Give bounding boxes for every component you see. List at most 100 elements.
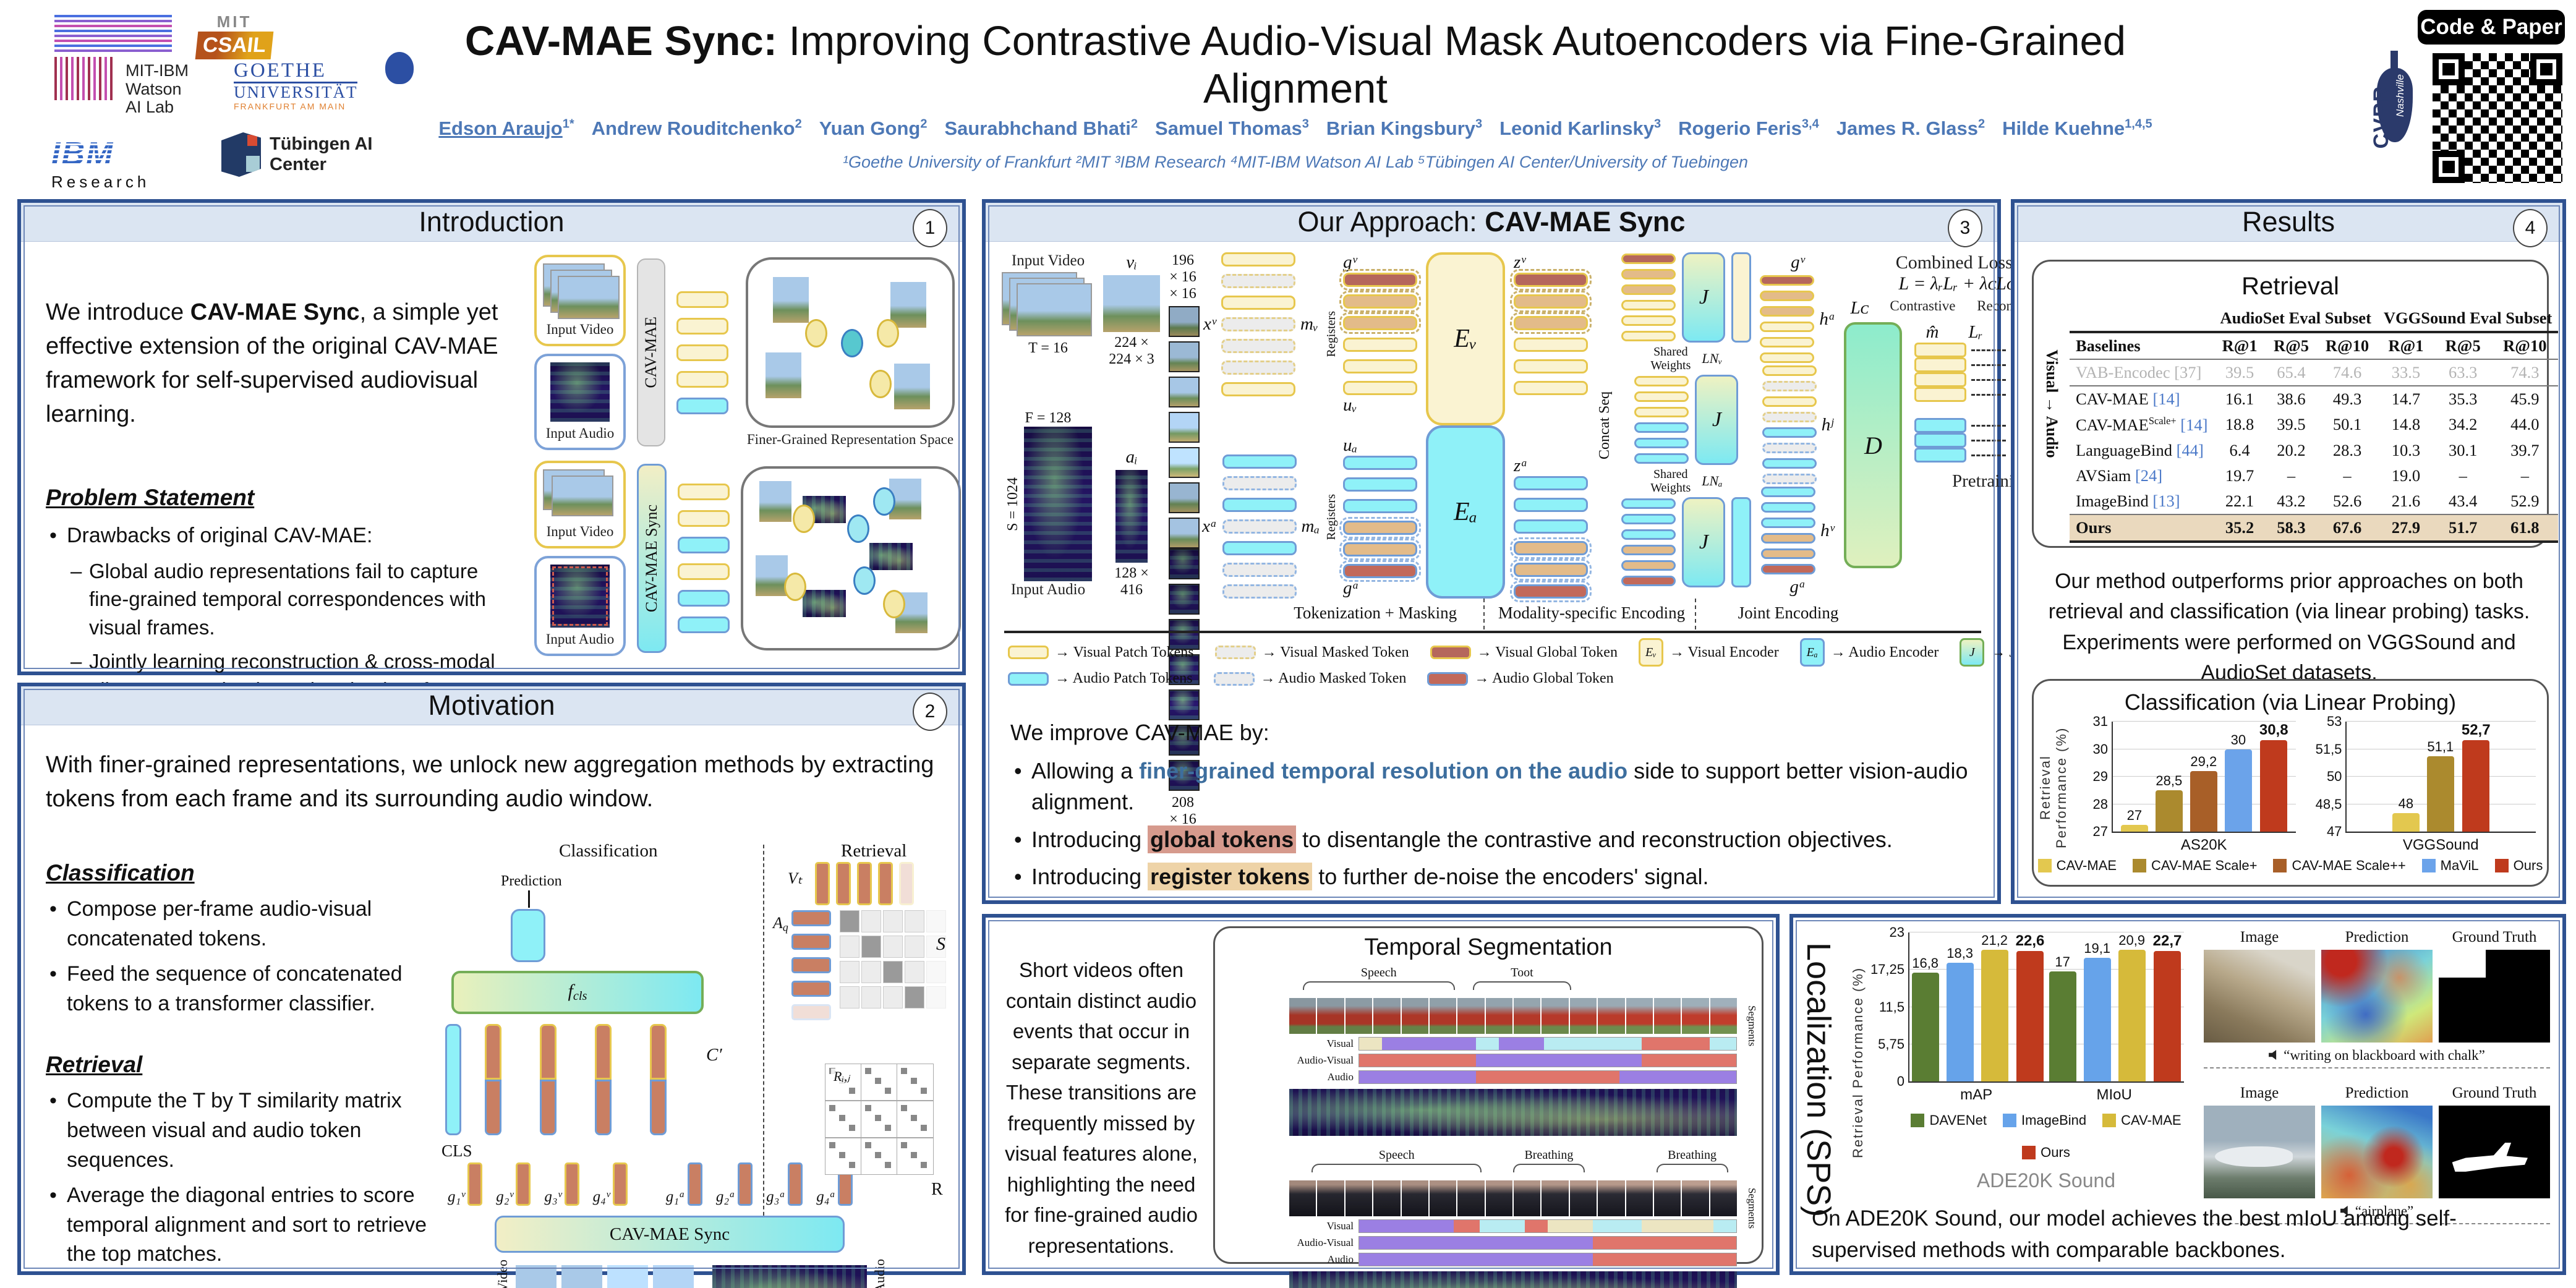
table-cell: 19.0: [2391, 466, 2421, 485]
table-cell: 44.0: [2510, 415, 2540, 434]
legend-swatch: [2133, 859, 2147, 872]
author: Rogerio Feris3,4: [1678, 117, 1819, 140]
token-am: [1222, 519, 1297, 534]
frame-vi: [1103, 275, 1160, 332]
combined-loss-label: Combined Loss:: [1895, 252, 2018, 273]
cls-label: CLS: [441, 1141, 472, 1160]
panel-header: Introduction 1: [21, 203, 962, 247]
r-cell: [897, 1138, 934, 1175]
patch: [1169, 518, 1200, 548]
cvpr-nashville-logo: Nashville CVPR: [2366, 51, 2425, 186]
panel-title: Introduction: [419, 206, 565, 237]
joint-layer-box: J: [1682, 497, 1726, 587]
table-cell: 58.3: [2265, 513, 2318, 543]
y-tick: 50: [2326, 769, 2342, 784]
patch: [1169, 306, 1200, 337]
segment-row: Audio-Visual: [1289, 1054, 1737, 1067]
metric-header: R@5: [2445, 336, 2481, 355]
g-token: g₂ᵃ: [716, 1162, 753, 1206]
improve-bullet-2: Introducing global tokens to disentangle…: [1010, 824, 1975, 856]
patch: [1169, 548, 1200, 579]
metric-header: R@10: [2325, 336, 2369, 355]
segment: [1710, 1038, 1736, 1050]
brace-row: Speech Toot: [1289, 966, 1737, 998]
matrix-cell: [926, 936, 946, 958]
graph-node: [784, 573, 806, 601]
tuebingen-ai-center-logo: Tübingen AI Center: [221, 132, 372, 177]
segment: [1381, 1038, 1477, 1050]
author: Andrew Rouditchenko2: [591, 117, 802, 140]
g-token-row: g₁ᵛ g₂ᵛ g₃ᵛ g₄ᵛ g₁ᵃ g₂ᵃ g₃ᵃ g₄ᵃ: [448, 1162, 853, 1206]
segment: [1547, 1220, 1593, 1232]
segment-row: Audio-Visual: [1289, 1236, 1737, 1250]
audio-spectrogram: [1023, 427, 1092, 581]
example-header: Ground Truth: [2452, 929, 2537, 945]
author: Hilde Kuehne1,4,5: [2002, 117, 2152, 140]
token-ap: [1514, 519, 1588, 534]
legend-swatch: [2273, 859, 2287, 872]
segment: [1480, 1220, 1525, 1232]
segment: [1498, 1038, 1544, 1050]
token-vp: [678, 510, 730, 527]
joint-input-stack: [1634, 376, 1689, 464]
token-rga: [1761, 533, 1816, 544]
brace: Speech: [1302, 966, 1455, 998]
legend-swatch: [1008, 672, 1049, 686]
graph-node: [853, 566, 876, 595]
section-labels: Tokenization + Masking Modality-specific…: [1002, 599, 1985, 629]
token-ap: [1621, 529, 1676, 540]
matrix-cell: [905, 936, 924, 958]
matrix-cell: [926, 910, 946, 932]
panel-title: Motivation: [428, 689, 555, 721]
example-spectrogram: [1289, 1089, 1737, 1136]
token-ap: [1621, 514, 1676, 524]
token-vp: [1221, 296, 1295, 310]
divider-dashed: [763, 845, 764, 1222]
video-frame: [1457, 998, 1485, 1034]
segment: [1476, 1038, 1499, 1050]
token-vg: [1621, 254, 1676, 264]
segment: [1359, 1237, 1593, 1249]
brace: Breathing: [1656, 1148, 1728, 1180]
table-cell: 39.5: [2277, 415, 2306, 434]
speaker-icon: [2269, 1050, 2277, 1060]
legend-item: → Visual Masked Token: [1214, 644, 1409, 661]
token-vm: [1221, 317, 1295, 331]
video-frame: [1289, 1180, 1316, 1216]
qr-finder-icon: [2433, 151, 2465, 183]
video-frame: [1373, 998, 1401, 1034]
legend-swatch: [1911, 1114, 1925, 1127]
brace: Breathing: [1513, 1148, 1585, 1180]
token-rg: [1760, 291, 1815, 301]
table-cell: 33.5: [2377, 359, 2435, 386]
temporal-example: Speech Breathing Breathing Visual Audio-Visu…: [1289, 1148, 1758, 1288]
rij-label: Rᵢ,ⱼ: [831, 1068, 853, 1085]
token-ap: [1634, 422, 1689, 433]
audio-encoder-box: Eₐ: [1426, 425, 1505, 599]
brace: Toot: [1472, 966, 1572, 998]
video-frame: [1401, 1180, 1428, 1216]
token-vp: [1343, 338, 1417, 352]
token-vm: [1762, 381, 1817, 391]
legend-swatch: [1430, 646, 1471, 659]
retrieval-box: Retrieval Visual → Audio AudioSet Eval S…: [2032, 260, 2559, 548]
example-image: [2204, 1106, 2315, 1198]
video-frame: [1682, 998, 1709, 1034]
token-vp: [676, 344, 728, 361]
shared-weights-label: Shared Weights: [1650, 345, 1691, 372]
input-audio-box: Input Audio: [534, 556, 626, 656]
bar-davenet: 17: [2049, 932, 2076, 1081]
results-paragraph: Our method outperforms prior approaches …: [2048, 569, 2530, 685]
token-vp: [1760, 322, 1815, 332]
goethe-university-logo: GOETHE UNIVERSITÄT FRANKFURT AM MAIN: [234, 59, 358, 111]
joint-layer-box: J: [1695, 375, 1739, 465]
y-tick: 48,5: [2315, 796, 2342, 812]
table-cell: 74.3: [2491, 359, 2559, 386]
qr-finder-icon: [2433, 53, 2465, 85]
video-frame: [1429, 998, 1457, 1034]
legend-swatch: [1008, 646, 1049, 659]
fcls-box: fcls: [451, 971, 704, 1014]
legend-item: → Audio Masked Token: [1213, 670, 1406, 687]
matrix-cell: [926, 961, 946, 983]
